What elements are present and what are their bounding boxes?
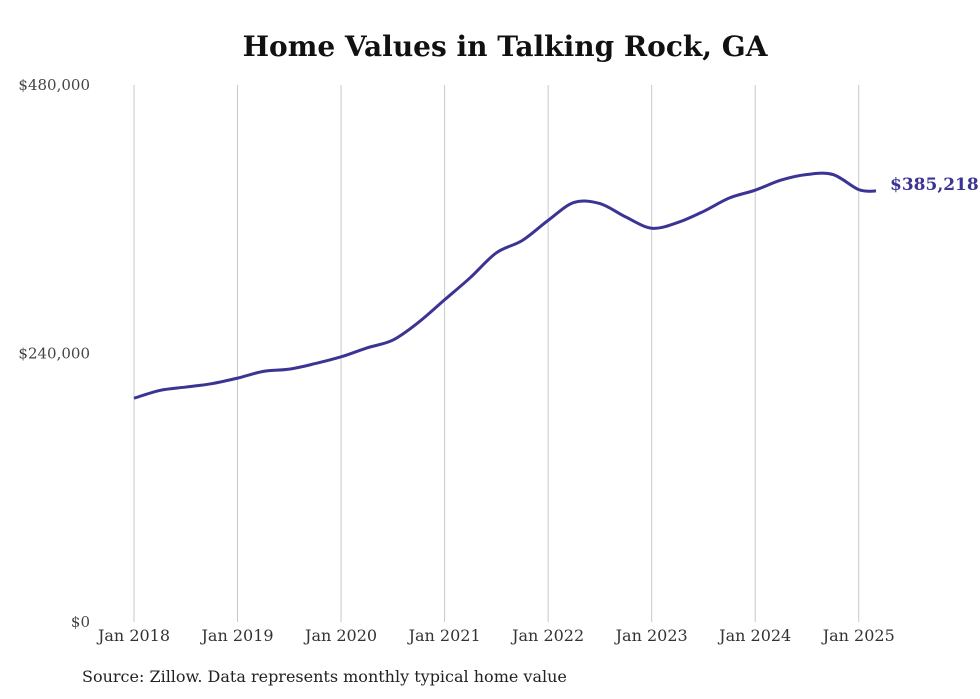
x-tick-label: Jan 2019 [200, 626, 274, 645]
x-tick-label: Jan 2024 [717, 626, 791, 645]
x-tick-label: Jan 2018 [96, 626, 170, 645]
x-tick-label: Jan 2021 [407, 626, 481, 645]
end-value-label: $385,218 [890, 175, 979, 195]
y-tick-label: $0 [71, 613, 90, 631]
y-tick-label: $480,000 [18, 76, 90, 94]
x-tick-label: Jan 2025 [821, 626, 895, 645]
x-axis-tick-labels: Jan 2018 Jan 2019 Jan 2020 Jan 2021 Jan 2022… [96, 626, 895, 645]
chart-title: Home Values in Talking Rock, GA [242, 30, 768, 63]
series-layer [133, 171, 877, 400]
grid-lines [133, 85, 860, 622]
x-tick-label: Jan 2020 [303, 626, 377, 645]
x-tick-label: Jan 2023 [614, 626, 688, 645]
x-tick-label: Jan 2022 [510, 626, 584, 645]
home-value-line [133, 171, 877, 400]
source-note: Source: Zillow. Data represents monthly … [82, 667, 567, 686]
y-tick-label: $240,000 [18, 345, 90, 363]
y-axis-tick-labels: $0 $240,000 $480,000 [18, 76, 90, 631]
end-value-label-layer: $385,218 [890, 175, 979, 195]
